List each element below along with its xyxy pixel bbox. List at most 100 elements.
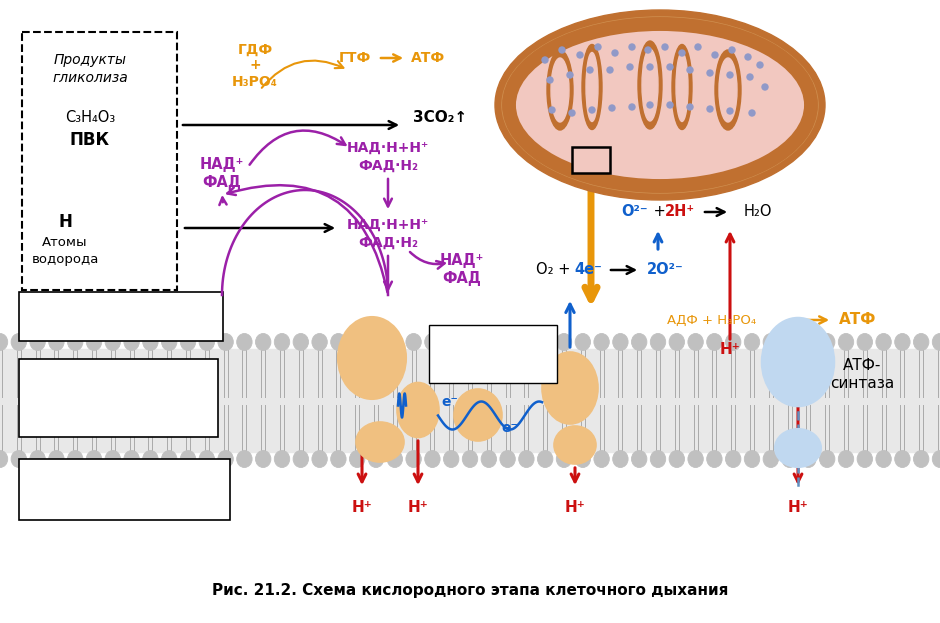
Ellipse shape bbox=[857, 450, 872, 467]
Ellipse shape bbox=[857, 333, 872, 351]
Text: АТФ: АТФ bbox=[411, 51, 446, 65]
Ellipse shape bbox=[542, 57, 548, 63]
Ellipse shape bbox=[577, 52, 583, 58]
Ellipse shape bbox=[876, 333, 891, 351]
Ellipse shape bbox=[368, 333, 384, 351]
Ellipse shape bbox=[30, 450, 45, 467]
Text: 2H⁺: 2H⁺ bbox=[665, 204, 695, 219]
Ellipse shape bbox=[105, 450, 120, 467]
Text: 2O²⁻: 2O²⁻ bbox=[647, 262, 683, 277]
Ellipse shape bbox=[669, 333, 684, 351]
Text: водорода: водорода bbox=[31, 254, 99, 267]
Ellipse shape bbox=[712, 52, 718, 58]
Ellipse shape bbox=[481, 450, 496, 467]
Text: цепь (ЭТЦ): цепь (ЭТЦ) bbox=[457, 363, 529, 376]
Ellipse shape bbox=[547, 77, 553, 83]
Ellipse shape bbox=[727, 72, 733, 78]
Ellipse shape bbox=[632, 333, 647, 351]
Ellipse shape bbox=[0, 450, 8, 467]
Text: +: + bbox=[249, 58, 260, 72]
Text: 3CO₂↑: 3CO₂↑ bbox=[413, 110, 467, 125]
Ellipse shape bbox=[356, 422, 404, 462]
Text: H⁺: H⁺ bbox=[352, 363, 371, 376]
Ellipse shape bbox=[801, 333, 816, 351]
Text: Продукты: Продукты bbox=[54, 53, 127, 67]
Ellipse shape bbox=[763, 450, 778, 467]
Text: НАД·Н+Н⁺: НАД·Н+Н⁺ bbox=[347, 218, 430, 232]
Ellipse shape bbox=[143, 450, 158, 467]
Ellipse shape bbox=[647, 64, 653, 70]
Text: H⁺: H⁺ bbox=[788, 500, 808, 515]
Ellipse shape bbox=[11, 450, 26, 467]
Text: ФАД: ФАД bbox=[443, 270, 481, 285]
Ellipse shape bbox=[726, 333, 741, 351]
Ellipse shape bbox=[594, 333, 609, 351]
Text: НАД⁺: НАД⁺ bbox=[440, 252, 484, 267]
Ellipse shape bbox=[274, 450, 290, 467]
Ellipse shape bbox=[749, 110, 755, 116]
Ellipse shape bbox=[820, 450, 835, 467]
Ellipse shape bbox=[932, 333, 940, 351]
Ellipse shape bbox=[650, 450, 666, 467]
Ellipse shape bbox=[582, 44, 602, 130]
Ellipse shape bbox=[68, 333, 83, 351]
Ellipse shape bbox=[638, 41, 662, 129]
Text: Межмембранное: Межмембранное bbox=[62, 473, 186, 487]
Ellipse shape bbox=[895, 333, 910, 351]
Text: НАД⁺: НАД⁺ bbox=[200, 158, 244, 173]
Text: митохондрии: митохондрии bbox=[70, 320, 173, 336]
Text: H: H bbox=[58, 213, 72, 231]
Ellipse shape bbox=[607, 67, 613, 73]
Text: НАД·Н+Н⁺: НАД·Н+Н⁺ bbox=[347, 141, 430, 155]
Ellipse shape bbox=[914, 333, 929, 351]
Text: АТФ-: АТФ- bbox=[843, 358, 881, 373]
Ellipse shape bbox=[237, 333, 252, 351]
Text: e⁻: e⁻ bbox=[502, 422, 519, 435]
Ellipse shape bbox=[542, 352, 598, 424]
Ellipse shape bbox=[838, 333, 854, 351]
Text: ФАД·Н₂: ФАД·Н₂ bbox=[358, 159, 418, 173]
Ellipse shape bbox=[876, 450, 891, 467]
Ellipse shape bbox=[594, 450, 609, 467]
Ellipse shape bbox=[895, 450, 910, 467]
Ellipse shape bbox=[547, 50, 573, 130]
Ellipse shape bbox=[632, 450, 647, 467]
Ellipse shape bbox=[729, 47, 735, 53]
Ellipse shape bbox=[744, 450, 760, 467]
Ellipse shape bbox=[331, 333, 346, 351]
Text: ПВК: ПВК bbox=[70, 131, 110, 149]
Ellipse shape bbox=[609, 105, 615, 111]
Ellipse shape bbox=[124, 333, 139, 351]
Ellipse shape bbox=[237, 450, 252, 467]
Ellipse shape bbox=[782, 450, 797, 467]
Text: Матрикс: Матрикс bbox=[88, 303, 154, 318]
Text: Электрон-: Электрон- bbox=[459, 336, 527, 348]
Ellipse shape bbox=[762, 84, 768, 90]
Ellipse shape bbox=[0, 333, 8, 351]
Ellipse shape bbox=[218, 333, 233, 351]
Ellipse shape bbox=[312, 333, 327, 351]
Ellipse shape bbox=[695, 44, 701, 50]
Ellipse shape bbox=[586, 52, 598, 121]
Ellipse shape bbox=[707, 70, 713, 76]
Ellipse shape bbox=[293, 333, 308, 351]
Ellipse shape bbox=[538, 333, 553, 351]
Ellipse shape bbox=[642, 49, 658, 121]
Ellipse shape bbox=[820, 333, 835, 351]
Text: O₂ +: O₂ + bbox=[536, 262, 574, 277]
Ellipse shape bbox=[49, 450, 64, 467]
Ellipse shape bbox=[551, 58, 569, 122]
Text: синтаза: синтаза bbox=[830, 376, 894, 391]
Text: митохондрии: митохондрии bbox=[69, 405, 167, 419]
Ellipse shape bbox=[462, 333, 478, 351]
Text: H⁺: H⁺ bbox=[352, 500, 372, 515]
Ellipse shape bbox=[293, 450, 308, 467]
Ellipse shape bbox=[312, 450, 327, 467]
Ellipse shape bbox=[650, 333, 666, 351]
Ellipse shape bbox=[556, 333, 572, 351]
Ellipse shape bbox=[676, 52, 688, 121]
Ellipse shape bbox=[589, 107, 595, 113]
Ellipse shape bbox=[350, 333, 365, 351]
Ellipse shape bbox=[509, 24, 811, 186]
Ellipse shape bbox=[538, 450, 553, 467]
